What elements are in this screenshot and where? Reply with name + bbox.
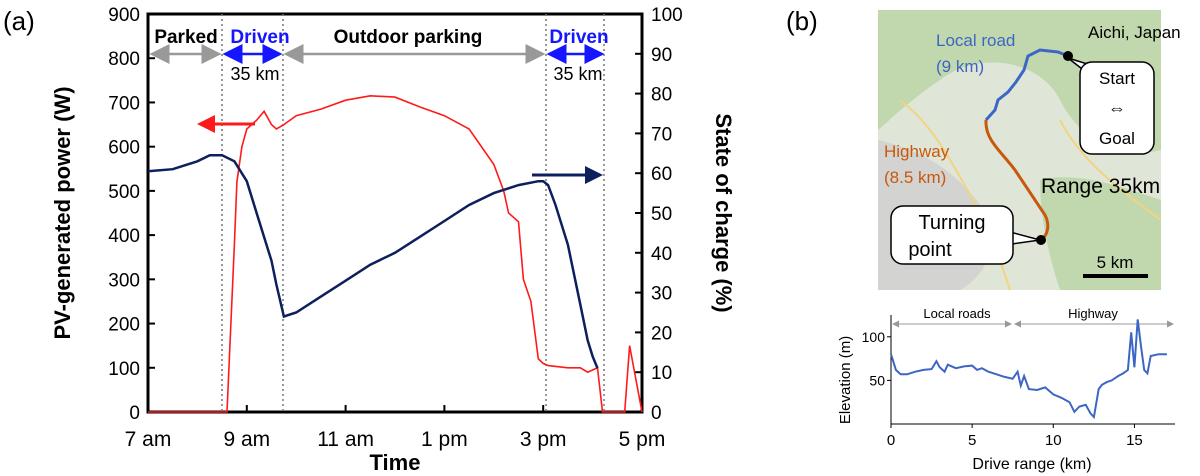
scale-label: 5 km	[1097, 253, 1134, 272]
elevation-x-tick-label: 5	[968, 432, 976, 449]
panel-b-label: (b)	[786, 6, 818, 36]
left-y-ticks: 0 100 200 300 400 500 600 700 800 900	[108, 5, 155, 424]
phase-dividers	[221, 14, 605, 412]
right-y-tick-label: 0	[651, 403, 662, 424]
distance2-label: 35 km	[553, 64, 602, 84]
start-label: Start	[1099, 69, 1135, 88]
x-tick-label: 5 pm	[619, 428, 666, 451]
right-y-tick-label: 60	[651, 164, 672, 185]
right-y-tick-label: 20	[651, 323, 672, 344]
x-ticks: 7 am 9 am 11 am 1 pm 3 pm 5 pm	[125, 405, 666, 451]
route-map	[878, 10, 1162, 291]
elevation-y-ticks: 50 100	[862, 329, 891, 388]
right-y-ticks: 0 10 20 30 40 50 60 70 80 90 100	[635, 5, 683, 424]
right-y-tick-label: 90	[651, 45, 672, 66]
highway-segment-label: Highway	[1068, 306, 1118, 321]
right-y-tick-label: 30	[651, 284, 672, 305]
map-road-yellow-2	[1059, 119, 1162, 221]
left-y-tick-label: 600	[108, 138, 140, 159]
phase-driven1-label: Driven	[230, 27, 289, 48]
left-y-tick-label: 100	[108, 359, 140, 380]
local-roads-segment-label: Local roads	[923, 306, 991, 321]
left-y-tick-label: 900	[108, 5, 140, 26]
local-road-route	[984, 48, 1069, 122]
elevation-x-axis-label: Drive range (km)	[972, 456, 1091, 473]
elevation-x-ticks: 0 5 10 15	[887, 424, 1143, 449]
x-tick-label: 11 am	[317, 428, 374, 451]
elevation-x-tick-label: 0	[887, 432, 895, 449]
right-y-tick-label: 80	[651, 85, 672, 106]
right-y-tick-label: 100	[651, 5, 683, 26]
elevation-x-tick-label: 10	[1045, 432, 1062, 449]
start-goal-callout	[1079, 61, 1155, 155]
left-y-tick-label: 0	[129, 403, 140, 424]
x-tick-label: 9 am	[223, 428, 270, 451]
elevation-y-tick-label: 100	[862, 329, 886, 345]
local-road-label: Local road	[936, 31, 1015, 50]
distance1-label: 35 km	[230, 64, 279, 84]
right-y-tick-label: 70	[651, 124, 672, 145]
right-y-tick-label: 40	[651, 244, 672, 265]
range-label: Range 35km	[1041, 175, 1160, 198]
elevation-x-tick-label: 15	[1126, 432, 1143, 449]
turning-point-marker	[1036, 235, 1046, 245]
panel-a-label: (a)	[3, 6, 35, 36]
right-y-tick-label: 10	[651, 363, 672, 384]
left-y-tick-label: 800	[108, 49, 140, 70]
y-axis-right-label: State of charge (%)	[711, 113, 736, 312]
left-y-tick-label: 200	[108, 315, 140, 336]
map-location-label: Aichi, Japan	[1088, 23, 1181, 42]
elevation-y-tick-label: 50	[869, 372, 885, 388]
goal-label: Goal	[1099, 129, 1135, 148]
elevation-chart-axes: 0 5 10 15 50 100	[862, 315, 1175, 449]
highway-label: Highway	[884, 142, 950, 161]
turning-label-line1: Turning	[918, 212, 985, 234]
highway-route	[984, 119, 1050, 242]
elevation-series-line	[890, 319, 1167, 420]
soc-series-line	[147, 154, 599, 369]
x-tick-label: 1 pm	[421, 428, 468, 451]
left-y-tick-label: 300	[108, 270, 140, 291]
elevation-y-axis-label: Elevation (m)	[837, 336, 854, 424]
local-road-km-label: (9 km)	[936, 57, 984, 76]
phase-driven2-label: Driven	[549, 27, 608, 48]
phase-outdoor-label: Outdoor parking	[334, 27, 483, 48]
x-tick-label: 7 am	[125, 428, 172, 451]
phase-parked-label: Parked	[154, 27, 217, 48]
start-goal-swap-icon: ⇔	[1108, 98, 1126, 118]
turning-callout	[890, 205, 1014, 265]
left-y-tick-label: 400	[108, 226, 140, 247]
turning-label-line2: point	[908, 239, 952, 261]
right-y-tick-label: 50	[651, 204, 672, 225]
y-axis-left-label: PV-generated power (W)	[50, 86, 75, 339]
highway-km-label: (8.5 km)	[884, 168, 946, 187]
x-tick-label: 3 pm	[520, 428, 567, 451]
x-axis-label: Time	[370, 450, 421, 475]
power-chart-axes: 0 100 200 300 400 500 600 700 800 900 0 10 20 30 40 50…	[108, 5, 682, 451]
map-green-area-2	[1040, 177, 1161, 290]
left-y-tick-label: 700	[108, 93, 140, 114]
left-y-tick-label: 500	[108, 182, 140, 203]
